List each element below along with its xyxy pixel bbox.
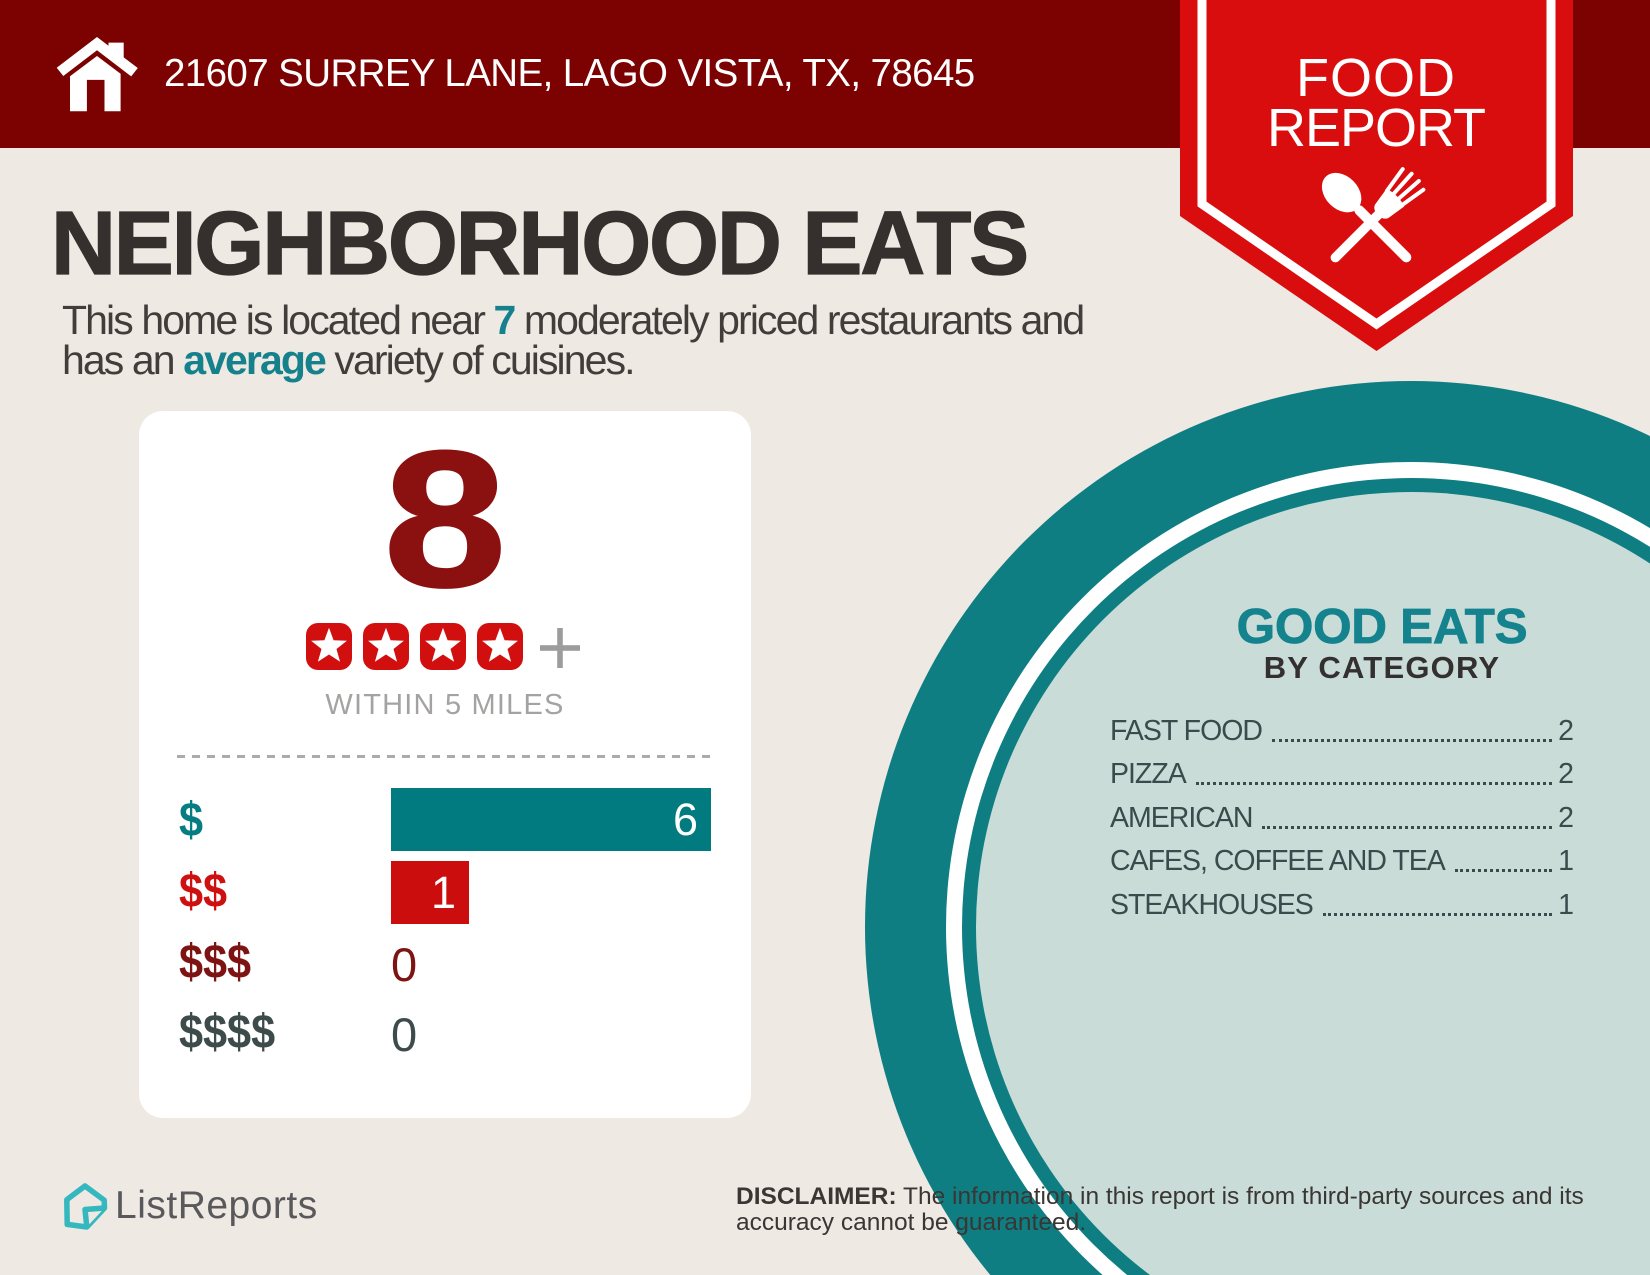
svg-text:REPORT: REPORT — [1267, 98, 1485, 158]
svg-text:FOOD: FOOD — [1296, 48, 1456, 108]
